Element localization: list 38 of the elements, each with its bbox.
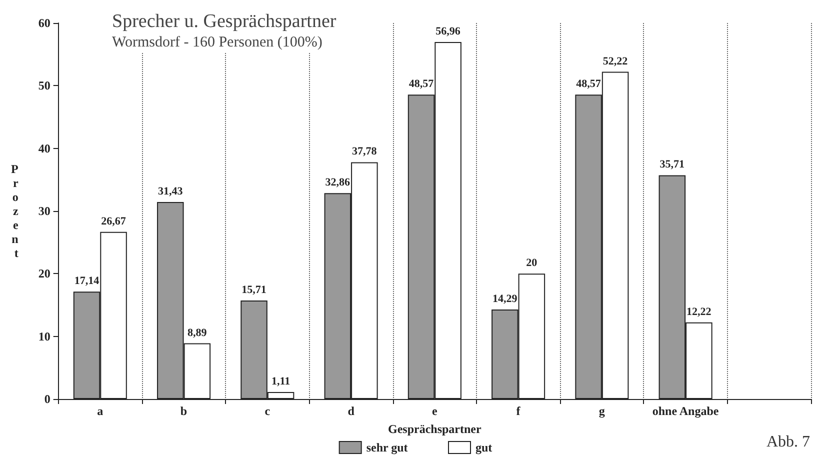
x-tick-label: g (598, 404, 605, 418)
data-label: 14,29 (492, 292, 518, 305)
data-label: 20 (526, 257, 538, 270)
y-tick-label: 50 (38, 78, 50, 93)
data-label: 31,43 (158, 186, 184, 198)
data-label: 12,22 (686, 306, 712, 318)
x-axis-title: Gesprächspartner (388, 422, 482, 436)
y-tick-label: 0 (44, 392, 50, 406)
data-label: 48,57 (408, 78, 434, 90)
data-label: 35,71 (660, 158, 685, 171)
data-label: 48,57 (576, 78, 602, 90)
x-tick-label: a (97, 404, 104, 418)
data-label: 52,22 (602, 55, 628, 68)
data-label: 8,89 (188, 326, 208, 339)
x-tick-label: d (348, 404, 355, 418)
x-tick-label: e (432, 404, 438, 418)
chart-title: Sprecher u. Gesprächspartner (112, 11, 337, 32)
data-label: 32,86 (325, 176, 351, 189)
data-label: 26,67 (101, 215, 126, 228)
data-label: 37,78 (352, 146, 378, 158)
x-tick-label: c (264, 404, 271, 418)
caption: Abb. 7 (766, 434, 810, 450)
x-tick-label: ohne Angabe (652, 404, 720, 418)
y-tick-label: 40 (38, 141, 50, 156)
y-tick-label: 30 (38, 204, 50, 218)
y-axis-title: Prozent (10, 162, 19, 260)
data-label: 17,14 (74, 275, 100, 288)
legend-label: sehr gut (366, 440, 408, 454)
data-label: 56,96 (436, 26, 461, 38)
x-tick-label: b (180, 404, 188, 418)
y-tick-label: 20 (38, 266, 50, 281)
y-tick-label: 10 (38, 329, 50, 344)
y-tick-label: 60 (38, 16, 50, 30)
x-tick-label: f (516, 404, 522, 418)
data-label: 1,11 (271, 376, 290, 388)
text: Wormsdorf - 160 Personen (100%) (112, 34, 322, 50)
legend-label: gut (476, 440, 492, 454)
data-label: 15,71 (242, 284, 266, 296)
